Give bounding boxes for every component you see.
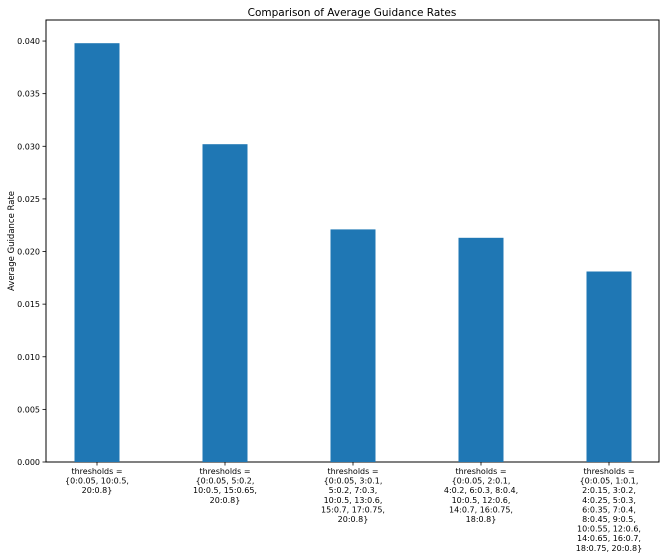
y-tick-label: 0.015 <box>17 300 40 309</box>
bar-4 <box>458 237 504 462</box>
y-tick-label: 0.010 <box>17 353 40 362</box>
y-tick-label: 0.035 <box>17 90 40 99</box>
y-tick-label: 0.020 <box>17 248 40 257</box>
y-tick-label: 0.030 <box>17 142 40 151</box>
x-tick-label: thresholds = {0:0.05, 1:0.1, 2:0.15, 3:0.2… <box>576 467 642 553</box>
bar-1 <box>74 43 120 462</box>
y-tick-label: 0.000 <box>17 458 40 467</box>
y-tick-label: 0.040 <box>17 37 40 46</box>
bar-2 <box>202 144 248 462</box>
y-axis-ticks: 0.000 0.005 0.010 0.015 0.020 0.025 0.030 0.035… <box>17 37 46 467</box>
y-tick-label: 0.005 <box>17 405 40 414</box>
bar-5 <box>586 271 632 462</box>
bar-3 <box>330 229 376 462</box>
x-tick-label: thresholds = {0:0.05, 3:0.1, 5:0.2, 7:0.3,… <box>321 467 385 524</box>
y-tick-label: 0.025 <box>17 195 40 204</box>
x-tick-label: thresholds = {0:0.05, 5:0.2, 10:0.5, 15:0.… <box>193 467 257 505</box>
x-axis-ticks: thresholds = {0:0.05, 10:0.5, 20:0.8} thres… <box>65 462 642 553</box>
x-tick-label: thresholds = {0:0.05, 10:0.5, 20:0.8} <box>65 467 129 495</box>
y-axis-label: Average Guidance Rate <box>7 191 17 291</box>
bars-layer <box>74 43 632 462</box>
chart-title: Comparison of Average Guidance Rates <box>248 7 457 19</box>
x-tick-label: thresholds = {0:0.05, 2:0.1, 4:0.2, 6:0.3,… <box>444 467 518 524</box>
